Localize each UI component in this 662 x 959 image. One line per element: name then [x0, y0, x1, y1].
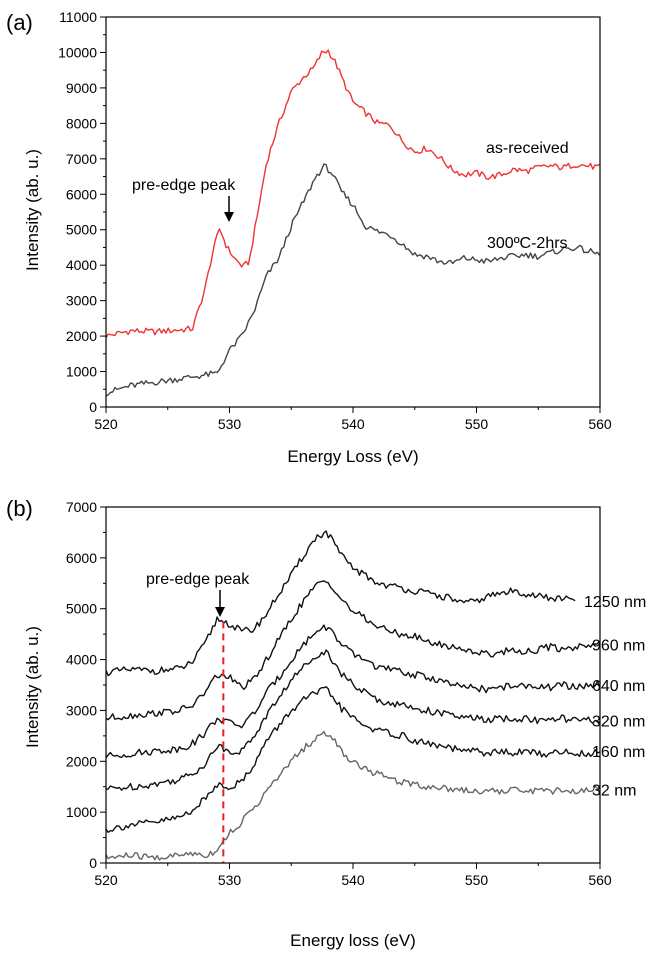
- x-tick-label: 540: [341, 872, 365, 888]
- panel-a-annotation-arrow: [224, 196, 234, 222]
- y-tick-label: 3000: [66, 702, 97, 718]
- panel-b-ticks: 520 530 540 550 560 0 1000 2000 3000 4000 5000 6000…: [66, 499, 612, 888]
- y-tick-label: 8000: [66, 115, 97, 131]
- series-label-2: 640 nm: [592, 678, 645, 695]
- series-line-5: [105, 730, 601, 861]
- y-tick-label: 11000: [59, 9, 97, 25]
- series-line-1: [105, 580, 601, 721]
- panel-a-ticks: 520 530 540 550 560 0 1000 2000 3000 4000 5000 6000…: [58, 9, 612, 432]
- panel-a-annotation: pre-edge peak: [132, 177, 236, 194]
- panel-a-ylabel: Intensity (ab. u.): [23, 149, 42, 271]
- y-tick-label: 1000: [66, 804, 97, 820]
- y-tick-label: 2000: [66, 328, 97, 344]
- y-tick-label: 0: [89, 855, 97, 871]
- series-line-3: [105, 649, 601, 791]
- panel-b-series-labels: 1250 nm 960 nm 640 nm 320 nm 160 nm 32 nm: [584, 594, 646, 799]
- series-label-5: 32 nm: [592, 782, 636, 799]
- panel-a-series: [105, 49, 601, 397]
- series-line-0: [105, 530, 576, 677]
- x-tick-label: 520: [94, 872, 118, 888]
- panel-a-plot-frame: [105, 16, 601, 408]
- x-tick-label: 550: [465, 416, 489, 432]
- x-tick-label: 530: [218, 872, 242, 888]
- panel-b-annotation: pre-edge peak: [146, 571, 250, 588]
- panel-b-plot-frame: [105, 506, 601, 864]
- y-tick-label: 7000: [66, 499, 97, 515]
- panel-a-chart: (a) Intensity (ab. u.) Energy Loss (eV) …: [6, 9, 612, 466]
- panel-b-ylabel: Intensity (ab. u.): [23, 626, 42, 748]
- panel-b-xlabel: Energy loss (eV): [290, 931, 416, 950]
- x-tick-label: 560: [588, 416, 612, 432]
- y-tick-label: 7000: [66, 151, 97, 167]
- series-label-1: 960 nm: [592, 637, 645, 654]
- y-tick-label: 3000: [66, 293, 97, 309]
- y-tick-label: 4000: [66, 257, 97, 273]
- panel-b-series: [105, 530, 601, 861]
- x-tick-label: 520: [94, 416, 118, 432]
- y-tick-label: 10000: [58, 44, 97, 60]
- panel-b-chart: (b) Intensity (ab. u.) Energy loss (eV) …: [6, 496, 646, 950]
- series-line-4: [105, 686, 600, 833]
- panel-a-series-label-as-received: as-received: [486, 140, 569, 157]
- panel-a-xlabel: Energy Loss (eV): [287, 447, 418, 466]
- series-label-0: 1250 nm: [584, 594, 646, 611]
- x-tick-label: 530: [218, 416, 242, 432]
- y-tick-label: 9000: [66, 80, 97, 96]
- y-tick-label: 6000: [66, 550, 97, 566]
- y-tick-label: 0: [89, 399, 97, 415]
- x-tick-label: 550: [465, 872, 489, 888]
- series-line-2: [105, 624, 601, 759]
- panel-b-label: (b): [6, 496, 33, 521]
- series-line-1: [105, 163, 601, 397]
- series-label-3: 320 nm: [592, 714, 645, 731]
- panel-b-annotation-arrow: [215, 590, 225, 617]
- y-tick-label: 4000: [66, 652, 97, 668]
- panel-a-label: (a): [6, 10, 33, 35]
- x-tick-label: 560: [588, 872, 612, 888]
- y-tick-label: 5000: [66, 222, 97, 238]
- series-line-0: [105, 49, 600, 339]
- y-tick-label: 6000: [66, 186, 97, 202]
- y-tick-label: 2000: [66, 753, 97, 769]
- panel-a-series-label-300c: 300ºC-2hrs: [487, 235, 568, 252]
- x-tick-label: 540: [341, 416, 365, 432]
- y-tick-label: 5000: [66, 601, 97, 617]
- y-tick-label: 1000: [66, 364, 97, 380]
- series-label-4: 160 nm: [592, 744, 645, 761]
